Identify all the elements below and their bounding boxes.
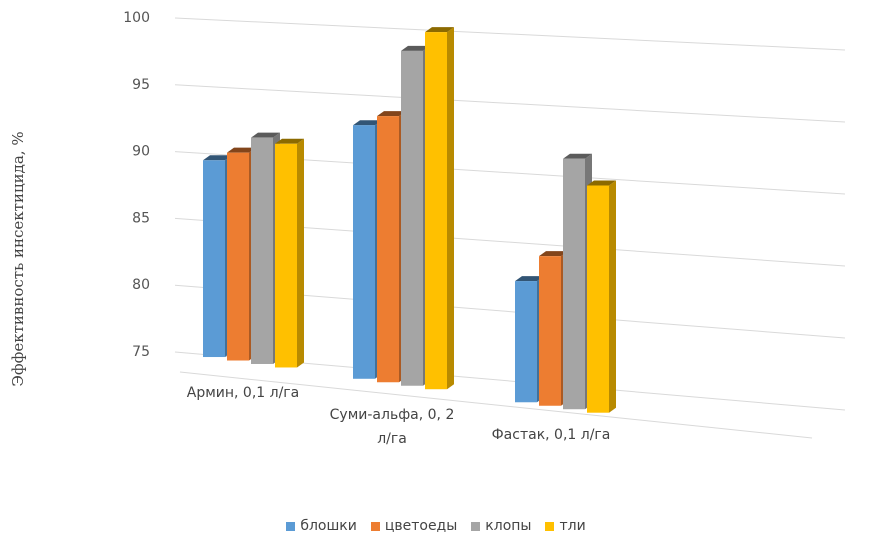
bar-front <box>227 152 249 361</box>
legend-swatch <box>545 521 555 531</box>
legend-label: блошки <box>300 518 357 534</box>
legend-item: блошки <box>286 518 357 534</box>
bar-front <box>539 256 561 406</box>
grid-line <box>174 84 846 123</box>
bar-side <box>297 138 304 368</box>
floor-edge <box>179 371 813 439</box>
bar-front <box>353 125 375 379</box>
y-tick-label: 85 <box>132 210 150 226</box>
bar-front <box>251 137 273 364</box>
bar-side <box>609 180 616 413</box>
bar-top <box>275 138 304 144</box>
legend-swatch <box>370 521 380 531</box>
bar-front <box>377 116 399 383</box>
legend-item: клопы <box>471 518 531 534</box>
bar-top <box>563 153 592 159</box>
bar-top <box>515 276 544 282</box>
legend-label: цветоеды <box>384 518 458 534</box>
bar-front <box>425 32 447 390</box>
bar-front <box>587 185 609 413</box>
bar <box>425 27 454 390</box>
bar-front <box>275 143 297 368</box>
legend-label: клопы <box>485 518 532 534</box>
bar <box>275 138 304 368</box>
grid-line <box>174 17 846 51</box>
y-tick-label: 75 <box>132 344 150 360</box>
bar-top <box>251 132 280 138</box>
bar-front <box>203 160 225 358</box>
legend-item: цветоеды <box>370 518 458 534</box>
bar-top <box>425 27 454 33</box>
y-tick-label: 90 <box>132 144 150 160</box>
bar-front <box>563 158 585 410</box>
bar <box>587 180 616 413</box>
legend: блошки цветоеды клопы тли <box>0 518 872 534</box>
y-tick-label: 100 <box>123 10 150 26</box>
bar-front <box>401 50 423 386</box>
x-tick-label: Фастак, 0,1 л/га <box>491 427 611 443</box>
x-tick-label: Суми-альфа, 0, 2 л/га <box>329 407 455 447</box>
y-tick-label: 80 <box>132 277 150 293</box>
y-axis-label: Эффективность инсектицида, % <box>9 131 27 387</box>
bar-top <box>539 251 568 257</box>
legend-item: тли <box>545 518 586 534</box>
y-tick-label: 95 <box>132 77 150 93</box>
bar-top <box>401 45 430 51</box>
x-tick-label: Армин, 0,1 л/га <box>186 385 300 401</box>
legend-label: тли <box>559 518 586 534</box>
bar-top <box>377 111 406 117</box>
bar-front <box>515 281 537 403</box>
bar-top <box>227 147 256 153</box>
bar-top <box>587 180 616 186</box>
legend-swatch <box>471 521 481 531</box>
legend-swatch <box>286 521 296 531</box>
bar-top <box>353 120 382 126</box>
bar-top <box>203 155 232 161</box>
bar-side <box>447 27 454 390</box>
